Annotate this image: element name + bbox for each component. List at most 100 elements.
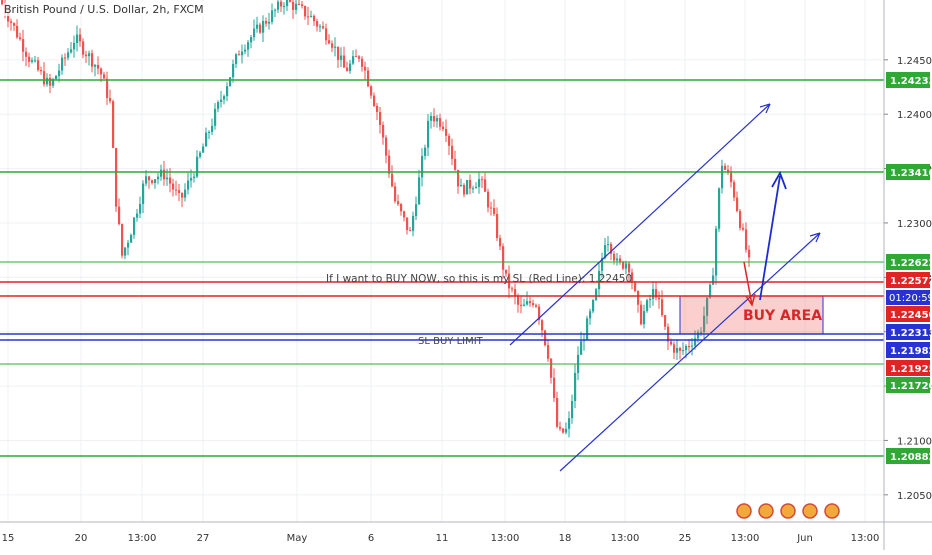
time-tick-label: 27: [197, 533, 210, 544]
time-tick-label: 13:00: [128, 533, 157, 544]
candle-body: [340, 55, 343, 60]
candle-body: [142, 183, 145, 204]
candle-body: [682, 350, 685, 352]
candle-body: [337, 46, 340, 60]
candle-body: [370, 86, 373, 96]
candle-body: [193, 176, 196, 178]
price-label-text: 1.21982: [890, 346, 932, 357]
candle-body: [229, 77, 232, 87]
candle-body: [691, 345, 694, 347]
candle-body: [334, 46, 337, 48]
candle-body: [82, 41, 85, 55]
candle-body: [298, 3, 301, 5]
candle-body: [403, 211, 406, 218]
time-tick-label: 15: [2, 533, 15, 544]
candle-body: [175, 189, 178, 191]
candle-body: [259, 24, 262, 33]
candle-body: [412, 215, 415, 231]
candle-body: [661, 299, 664, 316]
candle-body: [715, 228, 718, 276]
candle-body: [553, 377, 556, 398]
time-tick-label: Jun: [796, 533, 813, 544]
candle-body: [34, 60, 37, 62]
candle-body: [256, 24, 259, 29]
candle-body: [331, 43, 334, 48]
price-label-text: 1.24233: [890, 76, 932, 87]
price-label-text: 1.22572: [890, 276, 932, 287]
price-label-box: [886, 324, 930, 340]
candle-body: [406, 217, 409, 231]
candle-body: [352, 56, 355, 64]
candle-body: [25, 51, 28, 57]
countdown-box: [886, 290, 930, 305]
candle-body: [550, 358, 553, 378]
candle-body: [544, 330, 547, 346]
candle-body: [634, 282, 637, 292]
candle-body: [163, 169, 166, 180]
candle-body: [241, 51, 244, 56]
candle-body: [157, 176, 160, 180]
candle-body: [91, 53, 94, 67]
price-label-resistance: 1.24233: [886, 72, 932, 88]
candle-body: [274, 9, 277, 11]
candle-body: [580, 341, 583, 355]
candle-body: [253, 28, 256, 38]
candle-body: [646, 300, 649, 312]
price-label-box: [886, 342, 930, 358]
price-label-text: 1.22313: [890, 328, 932, 339]
candle-body: [619, 258, 622, 262]
price-label-resistance: 1.23410: [886, 164, 932, 180]
candle-body: [481, 179, 484, 181]
candle-body: [442, 126, 445, 129]
candle-body: [112, 101, 115, 148]
price-label-text: 1.21925: [890, 364, 932, 375]
candle-body: [118, 206, 121, 225]
price-label-text: 1.20882: [890, 452, 932, 463]
price-label-box: [886, 254, 930, 270]
candle-body: [433, 116, 436, 122]
candle-body: [679, 347, 682, 351]
time-tick-label: 13:00: [851, 533, 880, 544]
candle-body: [718, 188, 721, 229]
candle-body: [607, 244, 610, 246]
candle-body: [460, 184, 463, 187]
candle-body: [676, 347, 679, 353]
candle-body: [529, 301, 532, 304]
candle-body: [388, 155, 391, 174]
time-tick-label: 6: [368, 533, 374, 544]
candle-body: [205, 132, 208, 147]
candle-body: [610, 244, 613, 254]
candle-body: [532, 303, 535, 306]
candle-body: [694, 338, 697, 346]
candle-body: [151, 180, 154, 183]
candle-body: [265, 21, 268, 24]
candle-body: [220, 99, 223, 103]
candle-body: [640, 304, 643, 325]
candle-body: [730, 172, 733, 183]
candle-body: [79, 34, 82, 42]
time-tick-label: 13:00: [491, 533, 520, 544]
candle-body: [226, 86, 229, 97]
candle-body: [514, 289, 517, 297]
candle-body: [304, 6, 307, 17]
candle-body: [73, 43, 76, 50]
candle-body: [172, 183, 175, 190]
candle-body: [535, 305, 538, 307]
candle-body: [40, 70, 43, 72]
price-label-support: 1.21720: [886, 377, 932, 393]
candle-body: [247, 42, 250, 50]
candle-body: [235, 54, 238, 65]
candle-body: [589, 311, 592, 319]
candle-body: [43, 71, 46, 85]
price-label-buy-limit: 1.21982: [886, 342, 932, 358]
candle-body: [55, 75, 58, 80]
candle-body: [70, 49, 73, 53]
candle-body: [625, 263, 628, 269]
candle-body: [52, 79, 55, 86]
candle-body: [658, 297, 661, 300]
candle-body: [523, 304, 526, 306]
event-flag-icon: [780, 503, 796, 519]
candle-body: [295, 3, 298, 10]
